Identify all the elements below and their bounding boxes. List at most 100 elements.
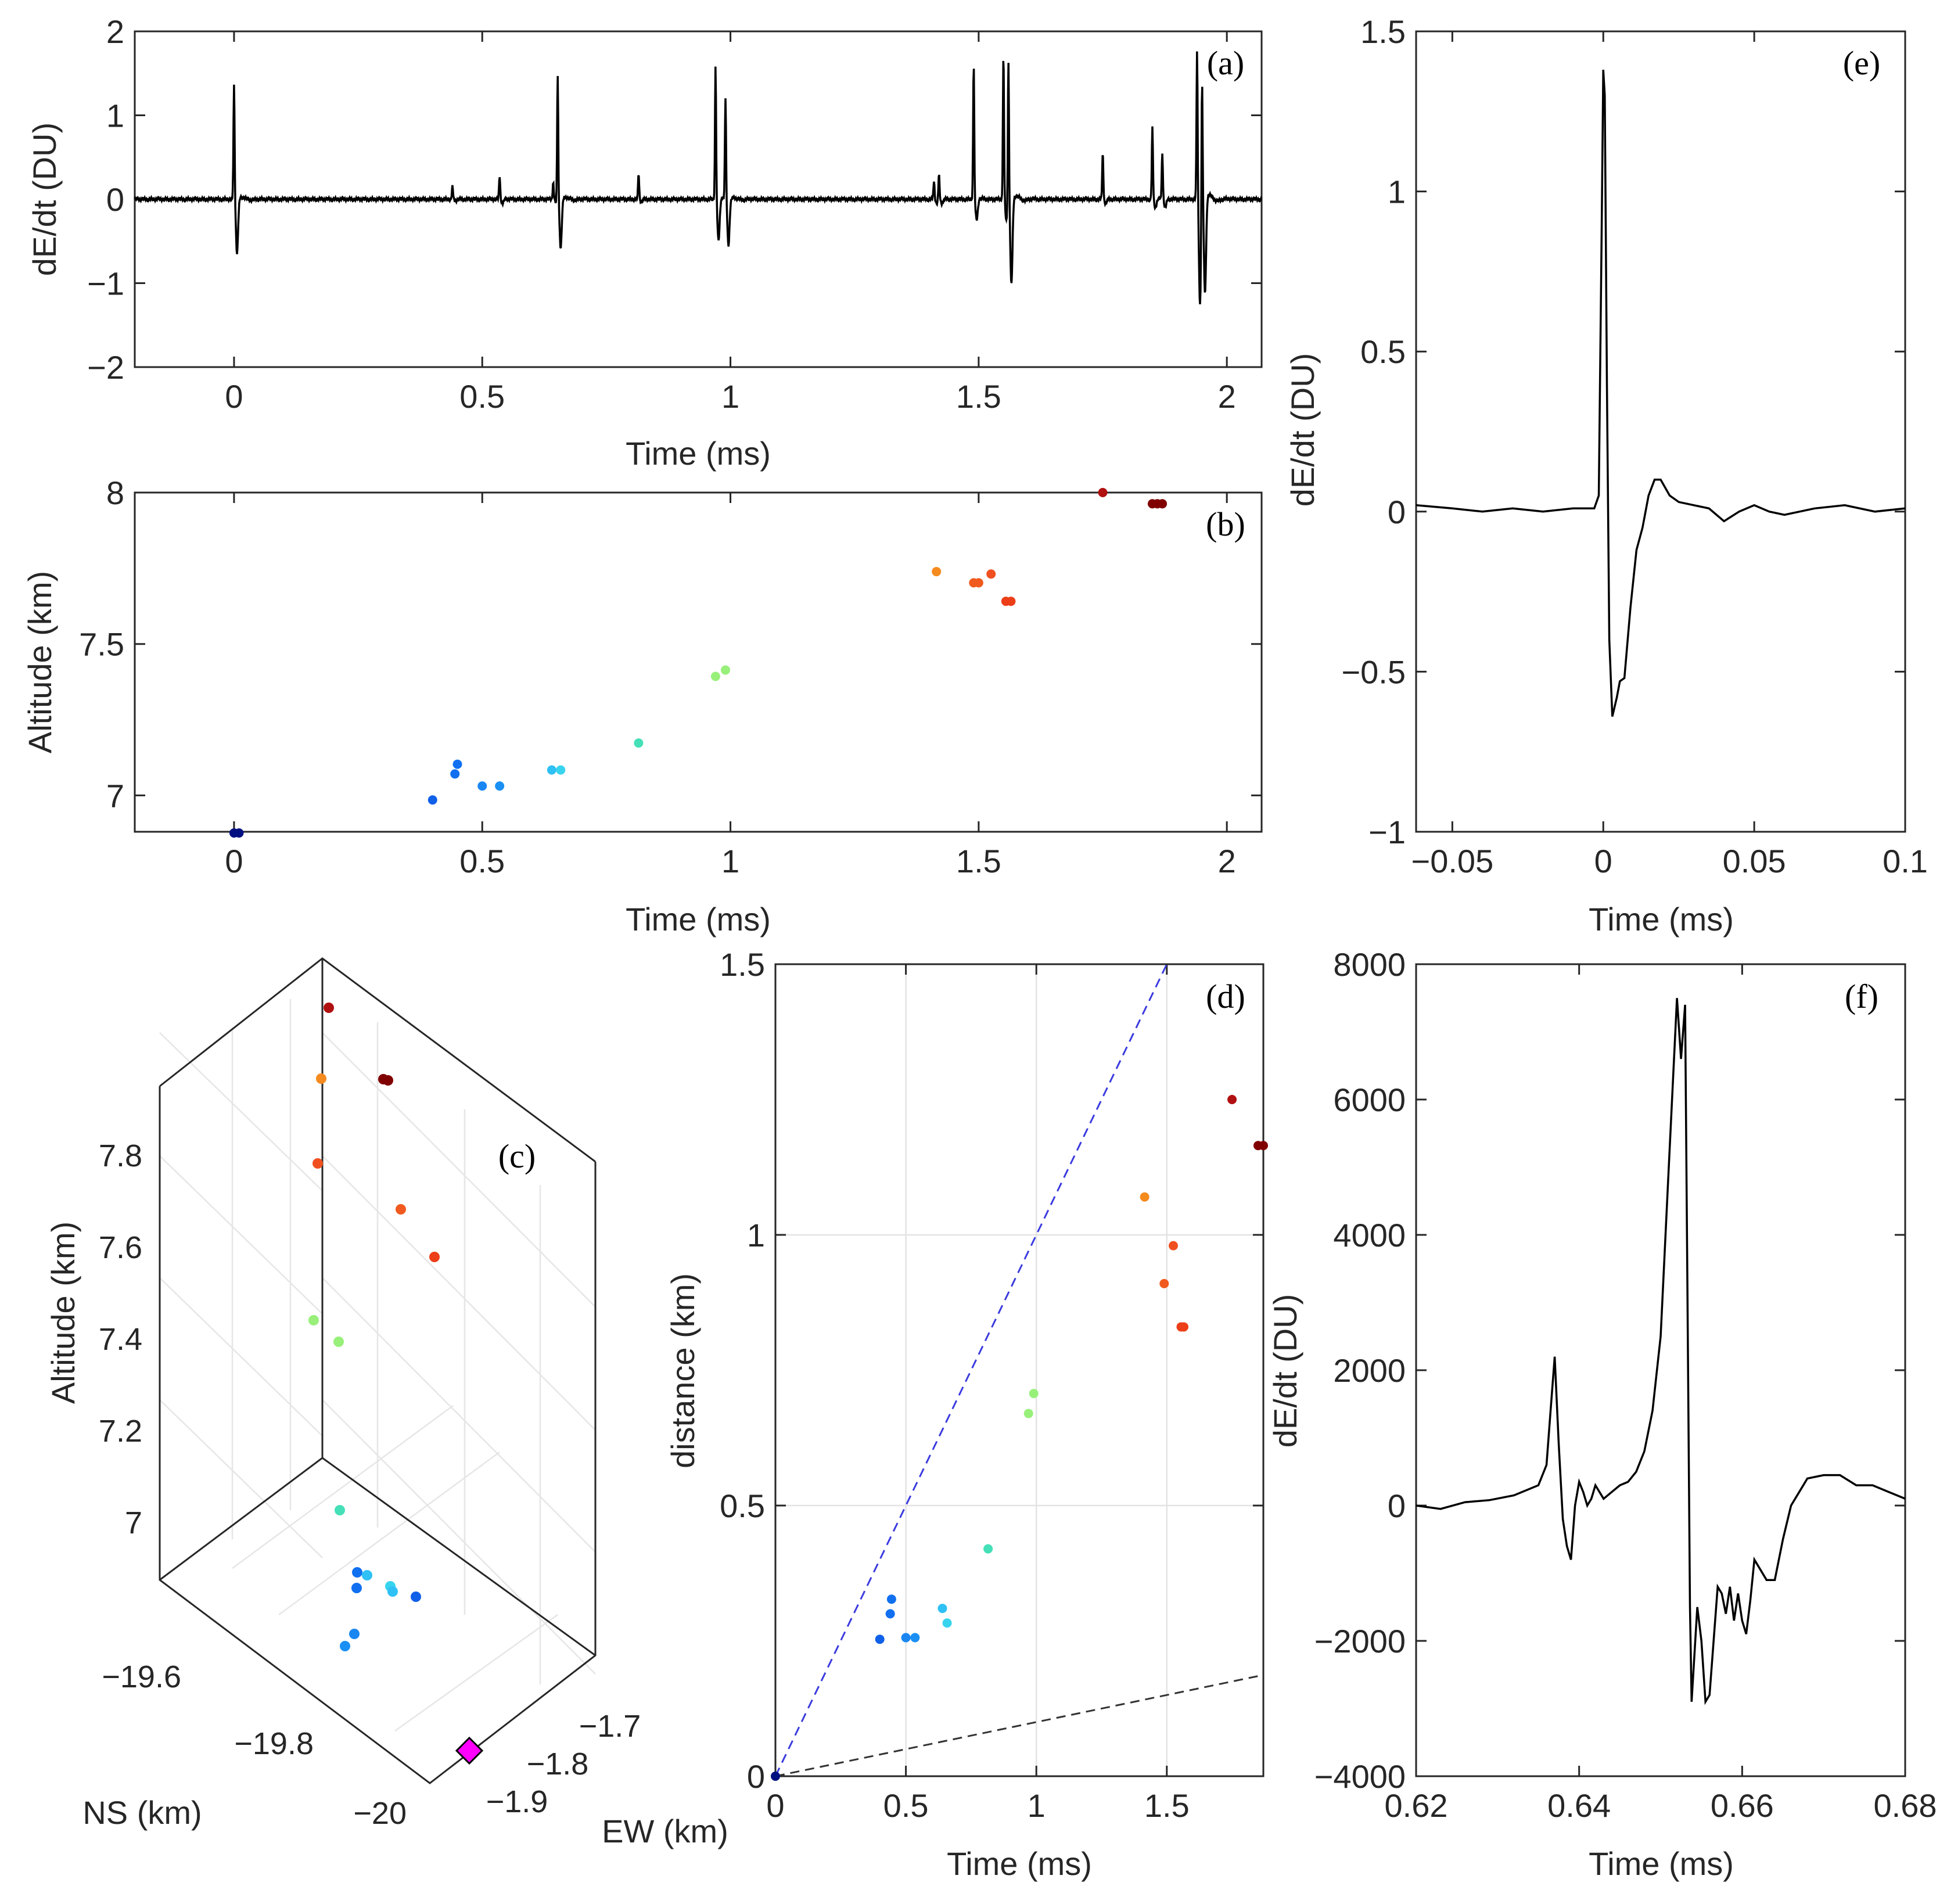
- panel-f-waveform: [1416, 998, 1906, 1705]
- y-tick-label: 1.5: [1360, 13, 1406, 50]
- scatter-point: [1098, 488, 1108, 497]
- scatter-point: [333, 1337, 344, 1347]
- scatter-point: [352, 1567, 362, 1578]
- panel-c: 7 7.2 7.4 7.6 7.8 Altitude (km) −19.6 −1…: [45, 957, 728, 1849]
- scatter-point: [1158, 499, 1168, 509]
- x-tick-label: 2: [1218, 378, 1236, 415]
- panel-a-xlabel: Time (ms): [626, 435, 771, 472]
- panel-d-points: [771, 1095, 1268, 1781]
- panel-c-ztick: 7.6: [99, 1230, 142, 1265]
- y-tick-label: 8: [106, 475, 124, 511]
- x-tick-label: 0.5: [883, 1787, 929, 1824]
- scatter-point: [495, 781, 505, 791]
- x-tick-label: 1.5: [1144, 1787, 1190, 1824]
- panel-e-xlabel: Time (ms): [1589, 901, 1734, 937]
- panel-c-ztick-labels: 7 7.2 7.4 7.6 7.8: [99, 1138, 142, 1540]
- scatter-point: [1006, 597, 1016, 606]
- scatter-point: [910, 1633, 920, 1643]
- scatter-point: [974, 578, 983, 588]
- panel-e-label: (e): [1843, 44, 1880, 82]
- panel-f-ylabel: dE/dt (DU): [1267, 1294, 1303, 1448]
- scatter-point: [1169, 1241, 1179, 1251]
- panel-c-ew-tick: −1.9: [486, 1784, 548, 1819]
- panel-d-ticks: 0 0.5 1 1.5 0 0.5 1 1.5: [720, 946, 1263, 1824]
- x-tick-label: 0.66: [1711, 1787, 1774, 1824]
- scatter-point: [1029, 1389, 1039, 1399]
- panel-e-frame: [1415, 30, 1906, 833]
- reference-line: [775, 1674, 1264, 1777]
- panel-c-ns-tick: −19.6: [102, 1659, 181, 1694]
- x-tick-label: 0.5: [459, 378, 505, 415]
- panel-c-ztick: 7.4: [99, 1322, 142, 1357]
- panel-c-ew-label: EW (km): [602, 1813, 728, 1849]
- x-tick-label: 0.5: [459, 843, 505, 879]
- x-tick-label: 0.64: [1547, 1787, 1611, 1824]
- panel-c-ew-tick: −1.7: [579, 1709, 641, 1744]
- x-tick-label: 0.68: [1874, 1787, 1937, 1824]
- panel-e-ylabel: dE/dt (DU): [1284, 353, 1321, 507]
- panel-f-xlabel: Time (ms): [1589, 1845, 1734, 1882]
- panel-c-ns-tick: −20: [353, 1796, 407, 1831]
- panel-f-label: (f): [1845, 978, 1878, 1015]
- panel-b: 0 0.5 1 1.5 2 7 7.5 8 (b) Time (ms) Altitude (k…: [21, 475, 1263, 937]
- panel-b-ylabel: Altitude (km): [21, 571, 58, 753]
- panel-f-frame: [1415, 963, 1906, 1777]
- panel-a-label: (a): [1207, 44, 1244, 82]
- panel-d-frame: [774, 963, 1265, 1777]
- scatter-point: [396, 1204, 406, 1215]
- panel-c-ztick: 7: [125, 1506, 142, 1540]
- y-tick-label: 4000: [1333, 1217, 1406, 1253]
- panel-e-waveform: [1416, 69, 1906, 717]
- panel-c-points: [308, 1003, 440, 1651]
- scatter-point: [1023, 1409, 1033, 1418]
- scatter-point: [428, 795, 437, 805]
- x-tick-label: 0.05: [1723, 843, 1786, 879]
- panel-c-ns-label: NS (km): [82, 1794, 202, 1831]
- scatter-point: [429, 1252, 440, 1262]
- panel-a: 0 0.5 1 1.5 2 −2 −1 0 1 2 (a) Time (ms) dE/dt (DU…: [26, 13, 1263, 472]
- panel-c-location-marker: [455, 1736, 484, 1765]
- scatter-point: [1140, 1192, 1149, 1202]
- x-tick-label: −0.05: [1411, 843, 1494, 879]
- panel-c-zlabel: Altitude (km): [45, 1222, 81, 1404]
- scatter-point: [771, 1772, 780, 1781]
- scatter-point: [411, 1592, 421, 1602]
- scatter-point: [721, 665, 731, 675]
- panel-b-ticks: 0 0.5 1 1.5 2 7 7.5 8: [79, 475, 1262, 879]
- scatter-point: [547, 765, 556, 775]
- panel-d-reference-lines: [774, 964, 1264, 1777]
- panel-b-xlabel: Time (ms): [626, 901, 771, 937]
- x-tick-label: 0: [766, 1787, 784, 1824]
- scatter-point: [349, 1629, 360, 1639]
- scatter-point: [556, 765, 566, 775]
- x-tick-label: 0: [225, 378, 243, 415]
- y-tick-label: 0: [106, 181, 124, 218]
- y-tick-label: −0.5: [1341, 653, 1406, 690]
- y-tick-label: 7.5: [79, 626, 124, 663]
- y-tick-label: 8000: [1333, 946, 1406, 983]
- x-tick-label: 0.62: [1385, 1787, 1448, 1824]
- panel-b-points: [229, 488, 1168, 838]
- scatter-point: [340, 1641, 350, 1651]
- y-tick-label: −1: [1368, 814, 1406, 850]
- scatter-point: [634, 738, 644, 748]
- x-tick-label: 1.5: [956, 378, 1001, 415]
- panel-c-grid: [159, 999, 596, 1732]
- scatter-point: [335, 1505, 345, 1515]
- scatter-point: [1159, 1278, 1169, 1288]
- y-tick-label: 0.5: [720, 1488, 765, 1524]
- scatter-point: [886, 1594, 896, 1604]
- scatter-point: [1259, 1141, 1268, 1151]
- scatter-point: [450, 769, 460, 779]
- scatter-point: [234, 828, 244, 838]
- x-tick-label: 0: [1594, 843, 1612, 879]
- scatter-point: [986, 569, 996, 579]
- panel-c-ztick: 7.2: [99, 1414, 142, 1449]
- y-tick-label: 0.5: [1360, 333, 1406, 370]
- scatter-point: [710, 671, 720, 681]
- scatter-point: [983, 1544, 993, 1554]
- y-tick-label: −2: [87, 349, 124, 386]
- y-tick-label: 7: [106, 777, 124, 814]
- y-tick-label: −2000: [1314, 1623, 1406, 1659]
